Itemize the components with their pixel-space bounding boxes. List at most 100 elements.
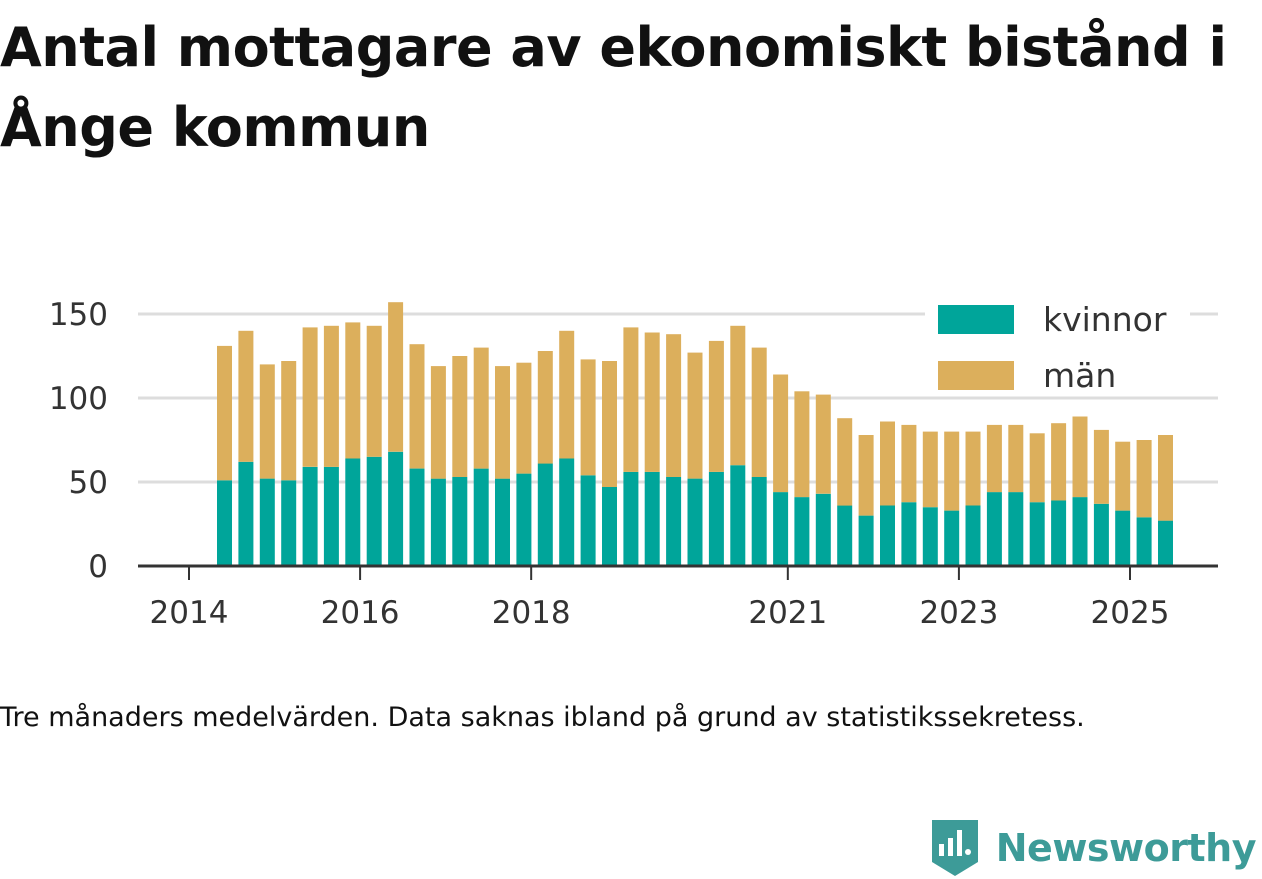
bar-segment-kvinnor xyxy=(473,468,489,566)
bar-segment-man xyxy=(388,302,404,452)
bar-segment-man xyxy=(217,345,232,481)
bar-segment-kvinnor xyxy=(965,505,981,566)
bar-segment-man xyxy=(409,344,425,469)
bar-segment-man xyxy=(751,347,767,477)
bar-segment-kvinnor xyxy=(259,478,275,566)
bar-segment-man xyxy=(1136,440,1152,518)
bar-segment-man xyxy=(965,431,981,506)
legend-label-man: män xyxy=(1043,356,1116,395)
bar-segment-kvinnor xyxy=(944,510,960,566)
bar-segment-kvinnor xyxy=(217,480,232,566)
bar-segment-kvinnor xyxy=(623,471,639,566)
bar-segment-kvinnor xyxy=(430,478,446,566)
bar-segment-kvinnor xyxy=(1136,517,1152,566)
bar-segment-kvinnor xyxy=(1029,502,1045,566)
bar-segment-man xyxy=(944,431,960,511)
bar-segment-kvinnor xyxy=(1093,503,1109,566)
bar-segment-kvinnor xyxy=(602,487,617,566)
bar-segment-man xyxy=(323,325,339,467)
chart-title: Antal mottagare av ekonomiskt bistånd i … xyxy=(0,16,1227,159)
bar-segment-man xyxy=(602,361,617,487)
bar-segment-man xyxy=(708,340,724,472)
stacked-bar-chart: 0 50 100 150 2014 2016 2018 2021 2023 2025 kvinn… xyxy=(49,297,1218,631)
bar-segment-man xyxy=(858,435,874,516)
bar-segment-kvinnor xyxy=(666,477,682,566)
bar-segment-man xyxy=(281,361,297,481)
bar-segment-man xyxy=(623,327,639,472)
bar-segment-man xyxy=(773,374,789,493)
bar-segment-kvinnor xyxy=(751,477,767,566)
bar-segment-man xyxy=(1051,423,1067,501)
bar-segment-kvinnor xyxy=(409,468,425,566)
bar-segment-kvinnor xyxy=(1051,500,1067,566)
bar-segment-man xyxy=(1072,416,1088,498)
bar-segment-kvinnor xyxy=(537,463,553,566)
bar-segment-man xyxy=(559,330,575,459)
bar-segment-kvinnor xyxy=(730,465,746,566)
bar-segment-man xyxy=(345,322,361,459)
bar-segment-man xyxy=(537,351,553,464)
bar-segment-kvinnor xyxy=(559,458,575,566)
x-tick-label: 2018 xyxy=(492,595,571,631)
legend-label-kvinnor: kvinnor xyxy=(1043,300,1167,339)
footnote: Tre månaders medelvärden. Data saknas ib… xyxy=(0,702,1085,733)
y-tick-label: 50 xyxy=(69,465,108,501)
bar-segment-man xyxy=(495,366,510,479)
bar-segment-kvinnor xyxy=(1072,497,1088,566)
y-tick-label: 0 xyxy=(88,549,108,585)
bar-segment-man xyxy=(1115,441,1131,511)
bar-segment-kvinnor xyxy=(687,478,703,566)
x-tick-label: 2023 xyxy=(919,595,998,631)
bar-segment-man xyxy=(302,327,318,467)
bar-segment-man xyxy=(644,332,660,472)
bar-segment-man xyxy=(430,366,446,479)
bar-segment-kvinnor xyxy=(644,471,660,566)
bar-segment-man xyxy=(259,364,275,479)
bar-segment-kvinnor xyxy=(922,507,938,566)
bar-segment-man xyxy=(238,330,254,462)
bar-segment-kvinnor xyxy=(708,471,724,566)
x-tick-label: 2016 xyxy=(321,595,400,631)
brand: Newsworthy xyxy=(930,818,1257,878)
bar-segment-man xyxy=(666,334,682,477)
brand-name: Newsworthy xyxy=(995,826,1257,870)
bar-segment-man xyxy=(452,356,468,477)
bar-segment-kvinnor xyxy=(366,456,382,566)
bar-segment-kvinnor xyxy=(1158,520,1173,566)
bar-segment-man xyxy=(1029,433,1045,503)
bar-segment-kvinnor xyxy=(580,475,596,566)
x-tick-label: 2021 xyxy=(748,595,827,631)
newsworthy-logo-icon xyxy=(931,820,978,876)
bar-segment-man xyxy=(815,394,831,494)
bar-segment-kvinnor xyxy=(495,478,510,566)
bar-segment-man xyxy=(880,421,895,506)
x-tick-label: 2025 xyxy=(1091,595,1170,631)
bar-segment-kvinnor xyxy=(1115,510,1131,566)
bar-segment-man xyxy=(580,359,596,476)
y-tick-label: 150 xyxy=(49,297,108,333)
bar-segment-kvinnor xyxy=(901,502,917,566)
bar-segment-man xyxy=(901,424,917,503)
bar-segment-kvinnor xyxy=(880,505,895,566)
x-axis: 2014 2016 2018 2021 2023 2025 xyxy=(138,564,1218,631)
bar-segment-kvinnor xyxy=(773,492,789,566)
bar-segment-man xyxy=(1008,424,1024,493)
x-tick-label: 2014 xyxy=(150,595,229,631)
bar-segment-man xyxy=(1093,429,1109,504)
legend-swatch-man xyxy=(938,361,1014,390)
legend: kvinnor män xyxy=(925,298,1190,396)
bar-segment-kvinnor xyxy=(452,477,468,566)
bar-segment-kvinnor xyxy=(238,461,254,566)
bar-segment-man xyxy=(794,391,810,498)
legend-swatch-kvinnor xyxy=(938,305,1014,334)
bar-segment-man xyxy=(687,352,703,479)
bar-segment-kvinnor xyxy=(815,493,831,566)
bar-segment-kvinnor xyxy=(302,466,318,566)
bar-segment-kvinnor xyxy=(516,473,532,566)
bar-segment-kvinnor xyxy=(837,505,853,566)
y-tick-label: 100 xyxy=(49,381,108,417)
bar-segment-kvinnor xyxy=(388,451,404,566)
bar-segment-man xyxy=(986,424,1002,493)
bar-segment-kvinnor xyxy=(323,466,339,566)
bar-segment-man xyxy=(837,418,853,506)
